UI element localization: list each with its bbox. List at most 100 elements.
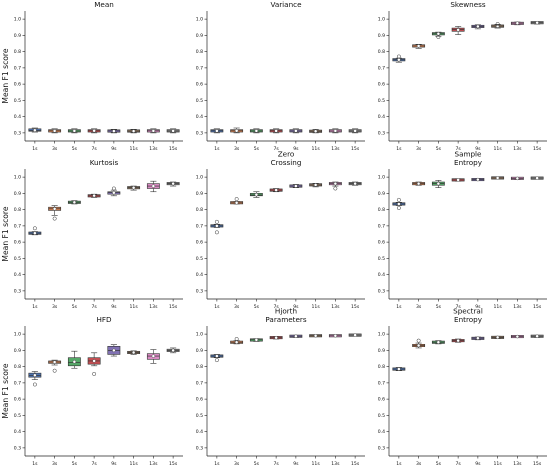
box-9s xyxy=(289,128,303,134)
box-15s xyxy=(166,128,180,134)
y-tick-label: 0.8 xyxy=(14,49,21,55)
mean-marker xyxy=(294,129,298,133)
mean-marker xyxy=(294,334,298,338)
mean-marker xyxy=(333,129,338,133)
mean-marker xyxy=(416,343,421,348)
box-1s xyxy=(28,371,42,387)
panel-1: 0.3 0.4 0.5 0.6 0.7 0.8 0.9 1.0 1s 3s 5s 7s 9s 11s 13s… xyxy=(196,0,365,152)
box-1s xyxy=(28,127,42,133)
box-1s xyxy=(392,367,406,371)
y-tick-label: 1.0 xyxy=(378,175,385,181)
y-tick-label: 0.6 xyxy=(378,82,385,88)
y-tick-label: 0.6 xyxy=(378,397,385,403)
mean-marker xyxy=(515,334,520,339)
outlier-point xyxy=(396,54,401,59)
y-tick-label: 0.7 xyxy=(196,223,203,229)
y-tick-label: 1.0 xyxy=(14,175,21,181)
y-tick-label: 0.7 xyxy=(14,223,21,229)
x-tick-label: 3s xyxy=(416,146,422,152)
x-tick-label: 15s xyxy=(533,304,542,310)
box-9s xyxy=(289,184,303,188)
y-tick-label: 0.3 xyxy=(378,288,385,294)
panel-title: Hjorth xyxy=(275,307,297,316)
x-tick-label: 5s xyxy=(436,461,442,465)
mean-marker xyxy=(151,184,156,188)
box-13s xyxy=(510,176,524,181)
mean-marker xyxy=(353,129,357,133)
mean-marker xyxy=(397,58,401,62)
box-15s xyxy=(530,176,544,180)
y-tick-label: 0.4 xyxy=(14,429,21,435)
panel-0: 0.3 0.4 0.5 0.6 0.7 0.8 0.9 1.0 1s 3s 5s 7s 9s 11s 13s… xyxy=(14,0,183,152)
y-tick-label: 0.5 xyxy=(14,256,21,262)
box-9s xyxy=(107,186,121,197)
box-1s xyxy=(210,219,224,235)
mean-marker xyxy=(254,129,259,133)
x-tick-label: 3s xyxy=(234,146,240,152)
box-11s xyxy=(309,334,323,338)
y-tick-label: 1.0 xyxy=(14,17,21,23)
y-tick-label: 0.7 xyxy=(196,380,203,386)
box-5s xyxy=(67,128,81,134)
x-tick-label: 11s xyxy=(130,304,139,310)
mean-marker xyxy=(535,334,539,338)
panel-6: 0.3 0.4 0.5 0.6 0.7 0.8 0.9 1.0 1s 3s 5s 7s 9s 11s 13s… xyxy=(14,315,183,465)
y-tick-label: 0.9 xyxy=(196,33,203,39)
mean-marker xyxy=(234,201,239,205)
box-15s xyxy=(530,21,544,25)
mean-marker xyxy=(52,207,57,211)
mean-marker xyxy=(92,129,96,133)
outlier-point xyxy=(436,35,441,39)
panel-2: 0.3 0.4 0.5 0.6 0.7 0.8 0.9 1.0 1s 3s 5s 7s 9s 11s 13s… xyxy=(378,0,547,152)
panel-5: 0.3 0.4 0.5 0.6 0.7 0.8 0.9 1.0 1s 3s 5s 7s 9s 11s 13s… xyxy=(378,150,547,310)
panel-3: 0.3 0.4 0.5 0.6 0.7 0.8 0.9 1.0 1s 3s 5s 7s 9s 11s 13s… xyxy=(14,158,183,310)
x-tick-label: 1s xyxy=(32,461,38,465)
box-9s xyxy=(107,129,121,134)
box-11s xyxy=(491,335,505,340)
mean-marker xyxy=(476,336,480,340)
x-tick-label: 15s xyxy=(169,461,178,465)
box-15s xyxy=(348,333,362,337)
y-tick-label: 0.7 xyxy=(378,223,385,229)
panel-title: Sample xyxy=(455,150,483,159)
x-tick-label: 15s xyxy=(351,461,360,465)
box-7s xyxy=(451,338,465,343)
outlier-point xyxy=(333,186,338,191)
box-3s xyxy=(230,197,244,205)
x-tick-label: 5s xyxy=(72,304,78,310)
mean-marker xyxy=(234,129,239,133)
x-tick-label: 9s xyxy=(111,304,117,310)
x-tick-label: 9s xyxy=(475,461,481,465)
box-15s xyxy=(348,181,362,186)
mean-marker xyxy=(313,183,318,187)
y-tick-label: 0.8 xyxy=(378,364,385,370)
x-tick-label: 11s xyxy=(130,146,139,152)
outlier-point xyxy=(92,371,97,376)
x-tick-label: 11s xyxy=(494,304,503,310)
x-tick-label: 13s xyxy=(331,304,340,310)
mean-marker xyxy=(476,177,480,182)
box-15s xyxy=(348,128,362,134)
box-13s xyxy=(510,21,524,26)
x-tick-label: 1s xyxy=(214,461,220,465)
outlier-point xyxy=(495,22,500,26)
box-9s xyxy=(107,344,121,357)
box-3s xyxy=(48,128,62,134)
mean-marker xyxy=(436,181,441,186)
box-5s xyxy=(249,128,263,134)
panel-7: 0.3 0.4 0.5 0.6 0.7 0.8 0.9 1.0 1s 3s 5s 7s 9s 11s 13s… xyxy=(196,307,365,465)
y-tick-label: 0.8 xyxy=(196,49,203,55)
mean-marker xyxy=(171,129,175,133)
box-3s xyxy=(48,205,62,221)
box-11s xyxy=(309,183,323,188)
mean-marker xyxy=(112,129,116,133)
y-tick-label: 0.5 xyxy=(378,98,385,104)
x-tick-label: 5s xyxy=(254,461,260,465)
mean-marker xyxy=(294,184,298,188)
y-tick-label: 0.3 xyxy=(14,130,21,136)
x-tick-label: 11s xyxy=(494,461,503,465)
mean-marker xyxy=(333,181,338,186)
panel-8: 0.3 0.4 0.5 0.6 0.7 0.8 0.9 1.0 1s 3s 5s 7s 9s 11s 13s… xyxy=(378,307,547,465)
y-tick-label: 0.4 xyxy=(14,114,21,120)
